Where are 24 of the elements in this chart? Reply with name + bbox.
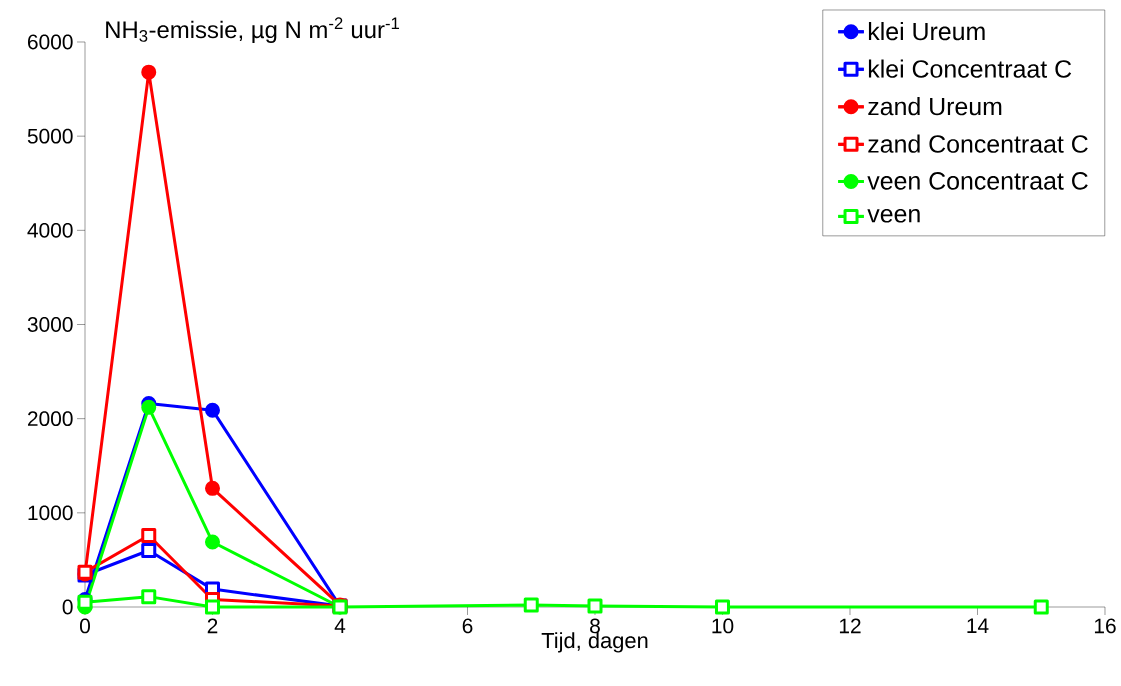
y-tick-label: 4000: [27, 222, 73, 238]
y-tick-label: 1000: [28, 505, 73, 521]
y-tick-label: 0: [62, 599, 73, 615]
legend-label: veen Concentraat C: [867, 172, 1088, 190]
y-tick-label: 6000: [28, 34, 73, 50]
x-tick-label: 0: [80, 618, 90, 634]
x-axis-title: Tijd, dagen: [541, 632, 648, 653]
x-tick-label: 12: [839, 618, 861, 634]
x-tick-label: 16: [1094, 618, 1116, 634]
x-tick-label: 6: [462, 618, 473, 634]
y-tick-label: 5000: [27, 128, 73, 144]
y-tick-label: 2000: [27, 411, 73, 427]
legend-label: zand Concentraat C: [868, 134, 1088, 153]
x-tick-label: 8: [590, 618, 600, 634]
x-tick-label: 4: [334, 618, 346, 633]
x-tick-label: 2: [207, 618, 218, 634]
legend-label: veen: [867, 208, 920, 223]
legend-label: klei Concentraat C: [868, 59, 1072, 78]
y-axis-title: NH$_{3}$-emissie, µg N m$^{-2}$ uur$^{-1}$: [106, 17, 400, 43]
y-tick-label: 3000: [27, 317, 73, 332]
x-tick-label: 10: [712, 618, 734, 634]
legend-label: zand Ureum: [868, 97, 1002, 116]
x-tick-label: 14: [967, 618, 989, 633]
legend-label: klei Ureum: [868, 21, 985, 41]
